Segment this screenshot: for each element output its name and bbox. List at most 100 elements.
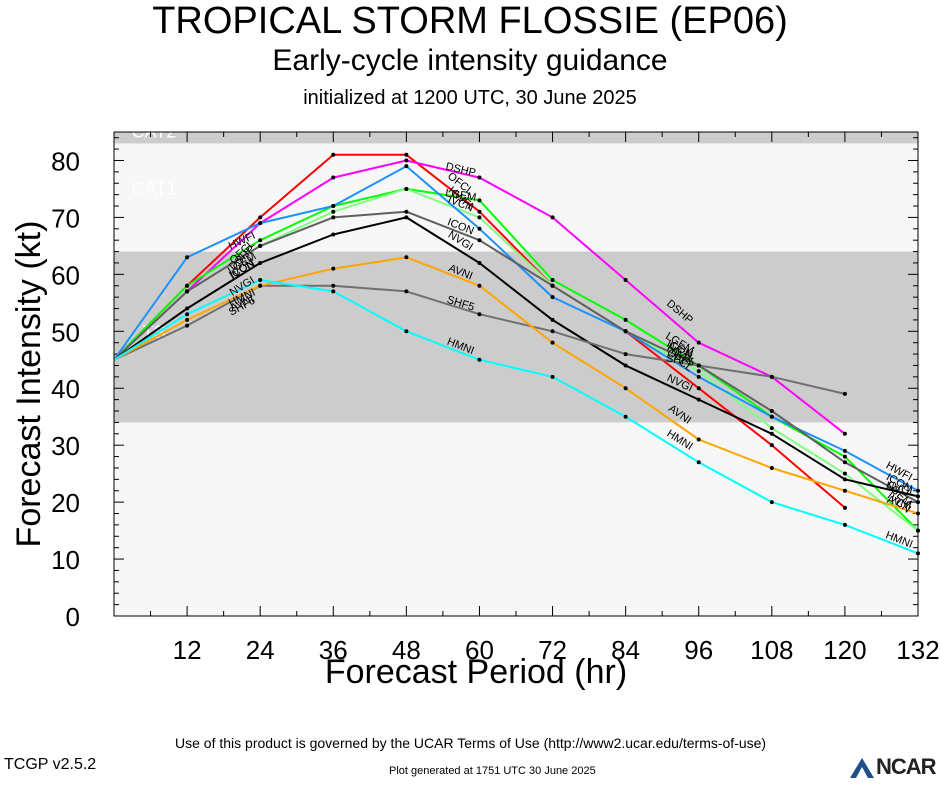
band-label-cat1: CAT1 <box>132 179 177 199</box>
data-point-nvgi <box>842 477 847 482</box>
ncar-logo: NCAR <box>848 754 940 780</box>
data-point-shf5 <box>404 289 409 294</box>
y-axis-title: Forecast Intensity (kt) <box>10 221 48 548</box>
data-point-hmni <box>185 312 190 317</box>
series-label-nvgi: NVGI <box>885 480 914 498</box>
series-line-nvgi <box>113 216 919 498</box>
data-point-ofcl <box>477 209 482 214</box>
data-point-dshp <box>331 175 336 180</box>
init-time: initialized at 1200 UTC, 30 June 2025 <box>303 87 637 109</box>
x-tick-label: 120 <box>823 635 866 665</box>
data-point-hmni <box>623 414 628 419</box>
data-point-lgem <box>842 454 847 459</box>
data-point-hwfi <box>185 255 190 260</box>
data-point-shf5 <box>185 323 190 328</box>
y-tick-label: 30 <box>51 431 80 461</box>
data-point-lgem <box>258 238 263 243</box>
data-point-hmni <box>477 357 482 362</box>
data-point-lgem <box>477 198 482 203</box>
data-point-icon <box>404 209 409 214</box>
data-point-icon <box>842 460 847 465</box>
data-point-avni <box>185 317 190 322</box>
data-point-hmni <box>842 522 847 527</box>
y-tick-label: 70 <box>51 203 80 233</box>
data-point-lgem <box>550 278 555 283</box>
data-point-avni <box>769 465 774 470</box>
data-point-icon <box>477 238 482 243</box>
data-point-ofcl <box>331 152 336 157</box>
data-point-hmni <box>696 460 701 465</box>
x-tick-label: 36 <box>319 635 348 665</box>
data-point-avni <box>331 266 336 271</box>
data-point-ivcn <box>842 471 847 476</box>
data-point-ofcl <box>769 443 774 448</box>
y-tick-label: 50 <box>51 317 80 347</box>
data-point-shf5 <box>769 374 774 379</box>
chart-title: TROPICAL STORM FLOSSIE (EP06) <box>152 0 788 42</box>
series-label-shf5: SHF5 <box>665 353 695 369</box>
data-point-dshp <box>550 215 555 220</box>
data-point-lgem <box>623 317 628 322</box>
data-point-icon <box>769 409 774 414</box>
data-point-shf5 <box>550 329 555 334</box>
band-cat2 <box>114 132 918 144</box>
data-point-nvgi <box>477 260 482 265</box>
version-label: TCGP v2.5.2 <box>4 756 97 773</box>
data-point-ofcl <box>404 152 409 157</box>
x-tick-label: 12 <box>173 635 202 665</box>
data-point-ofcl <box>842 505 847 510</box>
data-point-avni <box>696 437 701 442</box>
data-point-avni <box>258 283 263 288</box>
data-point-hmni <box>258 278 263 283</box>
x-tick-label: 24 <box>246 635 275 665</box>
data-point-dshp <box>696 340 701 345</box>
band-label-cat2: CAT2 <box>132 121 177 141</box>
data-point-avni <box>842 488 847 493</box>
data-point-hmni <box>331 289 336 294</box>
data-point-nvgi <box>331 232 336 237</box>
data-point-dshp <box>477 175 482 180</box>
y-tick-label: 60 <box>51 260 80 290</box>
data-point-avni <box>477 283 482 288</box>
data-point-dshp <box>623 278 628 283</box>
data-point-hwfi <box>404 164 409 169</box>
terms-of-use: Use of this product is governed by the U… <box>175 735 767 751</box>
y-tick-label: 10 <box>51 545 80 575</box>
data-point-shf5 <box>331 283 336 288</box>
data-point-ivcn <box>477 215 482 220</box>
data-point-nvgi <box>769 431 774 436</box>
x-tick-label: 108 <box>750 635 793 665</box>
data-point-shf5 <box>696 363 701 368</box>
x-tick-label: 96 <box>684 635 713 665</box>
ncar-logo-text: NCAR <box>876 754 937 779</box>
x-tick-label: 84 <box>611 635 640 665</box>
x-axis-title: Forecast Period (hr) <box>325 653 627 691</box>
data-point-icon <box>623 329 628 334</box>
series-line-hmni <box>113 279 919 555</box>
x-tick-label: 72 <box>538 635 567 665</box>
ncar-logo-icon <box>850 758 874 778</box>
data-point-ofcl <box>696 386 701 391</box>
data-point-hwfi <box>331 204 336 209</box>
data-point-hwfi <box>477 226 482 231</box>
y-tick-label: 80 <box>51 146 80 176</box>
data-point-avni <box>404 255 409 260</box>
band-ts <box>114 251 918 423</box>
x-tick-label: 48 <box>392 635 421 665</box>
data-point-avni <box>623 386 628 391</box>
data-point-avni <box>550 340 555 345</box>
data-point-hwfi <box>696 374 701 379</box>
data-point-hwfi <box>550 295 555 300</box>
y-tick-label: 40 <box>51 374 80 404</box>
data-point-nvgi <box>550 317 555 322</box>
data-point-dshp <box>404 158 409 163</box>
data-point-icon <box>550 283 555 288</box>
data-point-dshp <box>842 431 847 436</box>
data-point-hmni <box>550 374 555 379</box>
plot-frame <box>113 131 919 617</box>
y-tick-label: 20 <box>51 488 80 518</box>
series-label-lgem: LGEM <box>444 187 477 204</box>
data-point-shf5 <box>477 312 482 317</box>
data-point-nvgi <box>404 215 409 220</box>
